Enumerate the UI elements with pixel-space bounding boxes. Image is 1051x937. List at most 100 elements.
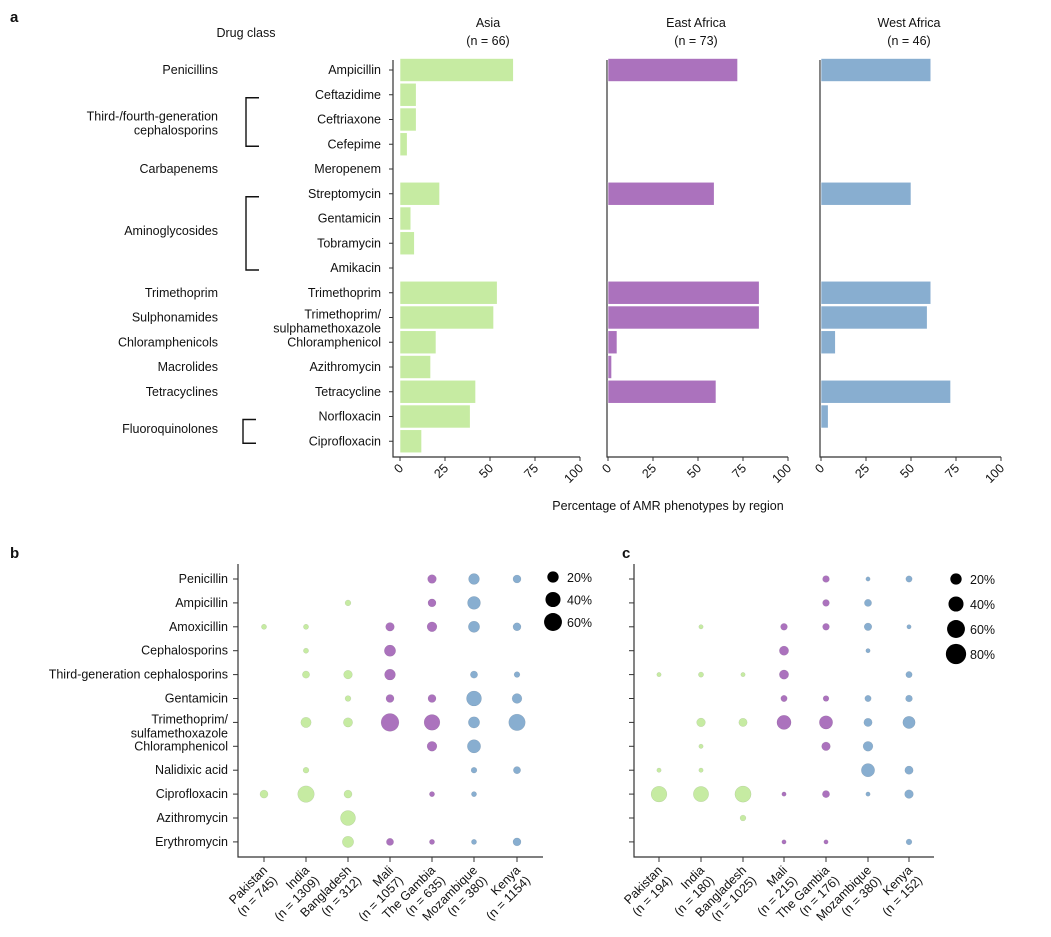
bubble: [698, 671, 704, 678]
bubble: [297, 785, 315, 803]
panel-b: Penicillin Ampicillin Amoxicillin Cephalosp…: [49, 564, 592, 924]
drug-label: Cefepime: [328, 137, 382, 151]
bubble: [513, 766, 521, 775]
bubble: [468, 716, 480, 729]
drug-label: Trimethoprim/sulphamethoxazole: [273, 308, 381, 336]
bubble: [864, 599, 872, 607]
class-bracket: [245, 196, 259, 271]
drug-label: Tetracycline: [315, 385, 381, 399]
drug-class-label-line: Third-/fourth-generation: [87, 110, 218, 124]
x-tick-label: 100: [561, 461, 586, 486]
bubble: [823, 839, 829, 845]
bubble: [822, 623, 830, 631]
drug-label: Gentamicin: [318, 212, 381, 226]
bar: [399, 206, 412, 231]
bubble: [384, 668, 396, 681]
bar: [820, 330, 836, 355]
bubble: [429, 791, 435, 797]
legend-size-circle: [547, 571, 559, 583]
bubble: [466, 690, 482, 707]
class-bracket: [245, 97, 259, 147]
bubble: [865, 648, 871, 654]
bubble: [511, 693, 523, 704]
axis-line: [392, 60, 580, 458]
bar: [607, 355, 612, 379]
drug-label: Azithromycin: [309, 360, 381, 374]
bubble: [344, 599, 352, 607]
drug-label: Meropenem: [314, 162, 381, 176]
bar: [820, 181, 912, 206]
x-axis-label: Percentage of AMR phenotypes by region: [552, 499, 783, 513]
drug-class-label: Third-/fourth-generation cephalosporins: [87, 110, 218, 138]
x-tick-label: 50: [897, 461, 917, 481]
x-tick-label: 0: [599, 461, 614, 476]
bubble: [905, 671, 913, 679]
bar: [607, 330, 618, 355]
bar: [399, 58, 514, 82]
legend-size-circle: [948, 596, 964, 612]
drug-label: Ceftriaxone: [317, 113, 381, 127]
bubble: [427, 694, 437, 703]
bar: [399, 429, 422, 454]
legend-size-circle: [545, 591, 561, 608]
bar: [820, 379, 951, 404]
bubble: [780, 695, 788, 702]
bubble: [864, 695, 872, 702]
bubble: [776, 715, 792, 730]
drug-label: Amikacin: [330, 261, 381, 275]
bubble: [343, 717, 353, 728]
bubble: [779, 669, 789, 680]
class-bracket: [242, 418, 256, 444]
antibiotic-label: Erythromycin: [155, 835, 228, 849]
antibiotic-label: Cephalosporins: [141, 644, 228, 658]
bubble: [468, 620, 480, 633]
axis-line: [606, 60, 788, 458]
bubble: [471, 839, 477, 845]
bubble: [905, 838, 913, 846]
facet-sample-size: (n = 73): [674, 34, 717, 48]
bar: [820, 404, 829, 429]
region-facet-east-africa: East Africa (n = 73) 0 25 50 75 100: [599, 16, 794, 486]
bubble: [863, 622, 873, 631]
region-facet-asia: Asia (n = 66) 0 25 50 75 100: [389, 16, 586, 486]
bubble: [343, 669, 353, 680]
bubble: [470, 767, 478, 774]
bubble: [302, 767, 310, 774]
bubble: [698, 743, 704, 749]
axis-line: [633, 564, 934, 858]
drug-label-line: sulphamethoxazole: [273, 322, 381, 336]
bubble: [696, 717, 706, 728]
x-tick-label: 75: [729, 461, 749, 481]
bubble: [342, 835, 354, 848]
bubble: [862, 741, 874, 752]
bar: [399, 379, 476, 404]
bar: [607, 305, 760, 330]
drug-label: Norfloxacin: [318, 410, 381, 424]
drug-label-line: Trimethoprim/: [304, 308, 381, 322]
bubble: [906, 624, 912, 630]
bubble: [905, 575, 913, 583]
bubble: [429, 839, 435, 845]
bubble: [865, 791, 871, 797]
x-tick-label: 75: [521, 461, 541, 481]
bubble: [650, 785, 668, 803]
antibiotic-label: Azithromycin: [156, 811, 228, 825]
bubble: [779, 645, 789, 656]
bubble: [470, 670, 478, 679]
bubble: [865, 576, 871, 582]
bubble: [300, 716, 312, 728]
panel-a: Penicillins Third-/fourth-generation cepha…: [87, 16, 1007, 486]
facet-title: West Africa: [878, 16, 941, 30]
bubble: [698, 624, 704, 630]
bubble: [468, 573, 480, 585]
x-tick-label: 50: [684, 461, 704, 481]
bubble: [426, 741, 438, 752]
region-facet-west-africa: West Africa (n = 46) 0 25 50 75 100: [812, 16, 1007, 486]
bubble: [512, 837, 522, 847]
bubble: [423, 714, 441, 731]
bubble: [385, 694, 395, 703]
bar: [399, 330, 437, 355]
bubble: [384, 644, 396, 657]
legend-label: 20%: [970, 573, 995, 587]
antibiotic-label: Trimethoprim/sulfamethoxazole: [131, 712, 229, 740]
